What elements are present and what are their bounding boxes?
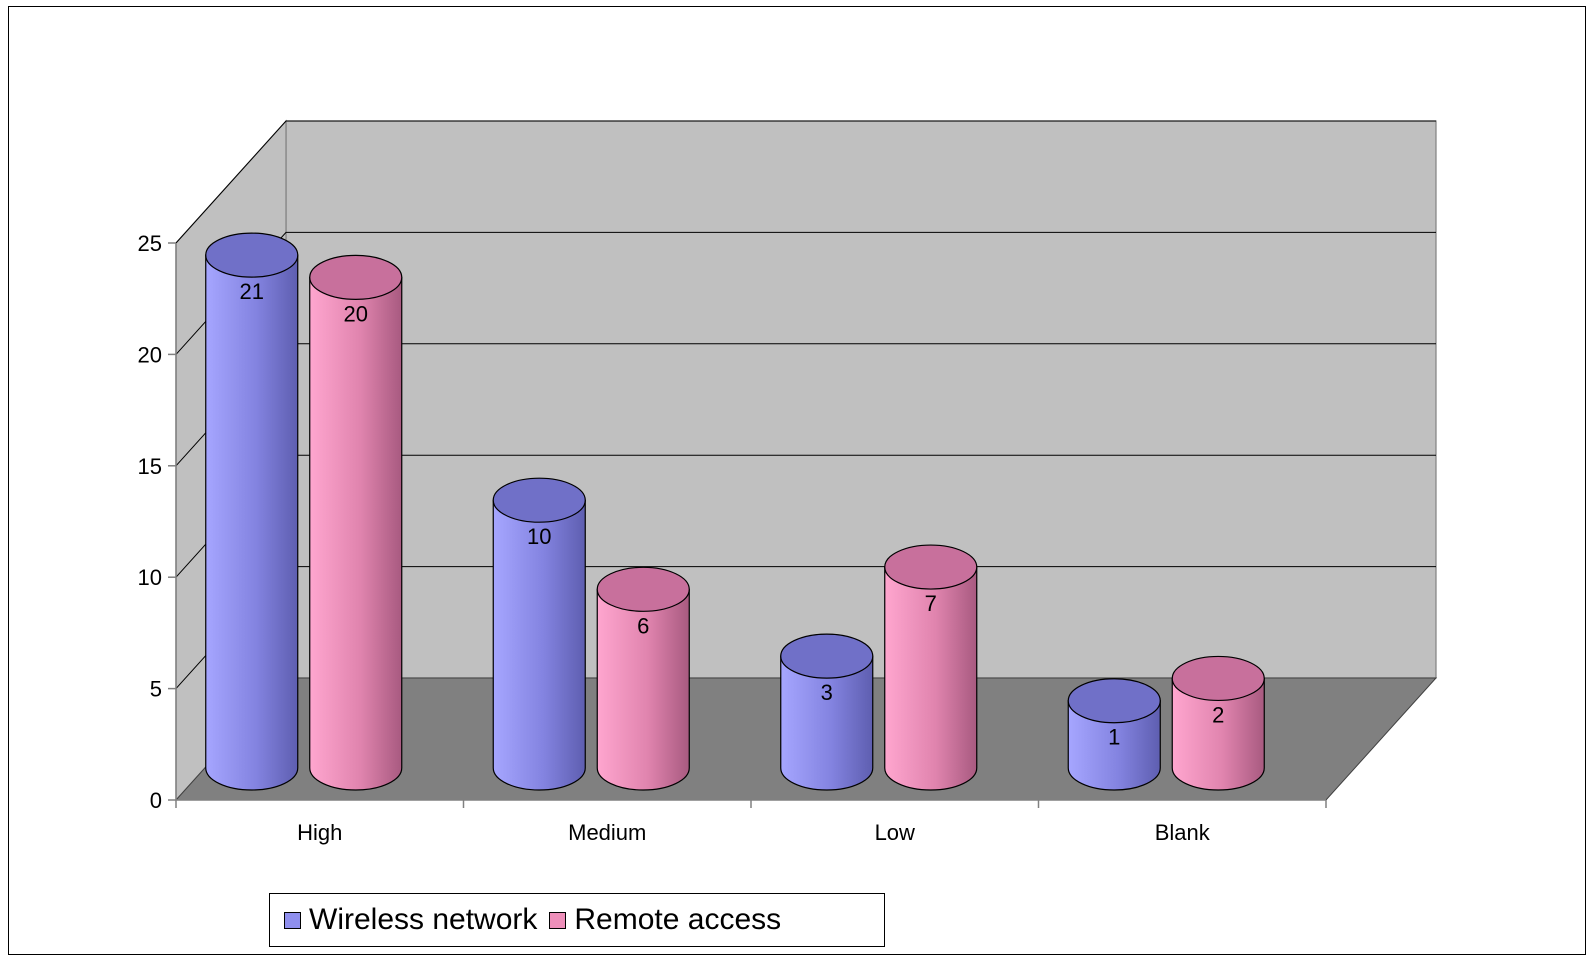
data-label-blank-wireless-network: 1 (1108, 725, 1120, 750)
bar-top (1067, 678, 1161, 724)
bar-top (884, 544, 978, 590)
bar-high-wireless-network (205, 232, 299, 791)
bar-blank-wireless-network (1067, 678, 1161, 791)
legend-label-remote-access: Remote access (574, 903, 782, 936)
bars (205, 232, 1265, 791)
bar-medium-wireless-network (492, 477, 586, 791)
bar-high-remote-access (309, 254, 403, 791)
legend: Wireless network Remote access (269, 893, 885, 947)
bar-low-wireless-network (780, 633, 874, 791)
gridline-25 (175, 120, 1436, 244)
legend-item-remote-access: Remote access (549, 903, 781, 937)
y-tick-label-0: 0 (150, 788, 162, 813)
bar-top (596, 566, 690, 612)
bar-body (596, 588, 690, 791)
x-tick-label-low: Low (875, 820, 915, 845)
axes: 0 5 10 15 20 25 High Medium Low Blank (138, 231, 1327, 845)
bar-body (309, 276, 403, 791)
bar-blank-remote-access (1171, 655, 1265, 791)
bar-top (1171, 655, 1265, 702)
bar-body (780, 655, 874, 791)
y-tick-label-20: 20 (138, 342, 162, 367)
data-label-low-remote-access: 7 (925, 591, 937, 616)
bar-body (205, 254, 299, 791)
chart-frame: 0 5 10 15 20 25 High Medium Low Blank 21 20 10 6 3 7 1 2… (8, 6, 1586, 955)
y-tick-label-10: 10 (138, 565, 162, 590)
x-tick-label-blank: Blank (1155, 820, 1211, 845)
y-tick-label-5: 5 (150, 677, 162, 702)
bar-medium-remote-access (596, 566, 690, 791)
data-label-medium-remote-access: 6 (637, 613, 649, 638)
bar-body (1171, 677, 1265, 791)
data-labels: 21 20 10 6 3 7 1 2 (240, 279, 1225, 750)
data-label-high-wireless-network: 21 (240, 279, 264, 304)
y-tick-label-15: 15 (138, 454, 162, 479)
legend-item-wireless-network: Wireless network (284, 903, 537, 937)
x-tick-label-high: High (297, 820, 342, 845)
back-wall (285, 120, 1437, 679)
y-tick-label-25: 25 (138, 231, 162, 256)
legend-swatch-wireless-network (284, 911, 301, 929)
data-label-medium-wireless-network: 10 (527, 524, 551, 549)
legend-label-wireless-network: Wireless network (309, 903, 538, 936)
data-label-low-wireless-network: 3 (821, 680, 833, 705)
bar-top (780, 633, 874, 679)
chart-plot: 0 5 10 15 20 25 High Medium Low Blank 21 20 10 6 3 7 1 2 (138, 119, 1438, 845)
bar-top (205, 232, 299, 278)
bar-body (1067, 700, 1161, 791)
bar-body (884, 566, 978, 791)
bar-body (492, 499, 586, 791)
legend-swatch-remote-access (549, 911, 567, 929)
data-label-high-remote-access: 20 (344, 301, 368, 326)
x-tick-label-medium: Medium (568, 820, 646, 845)
bar-low-remote-access (884, 544, 978, 791)
bar-top (492, 477, 586, 523)
bar-top (309, 254, 403, 300)
data-label-blank-remote-access: 2 (1212, 702, 1224, 727)
